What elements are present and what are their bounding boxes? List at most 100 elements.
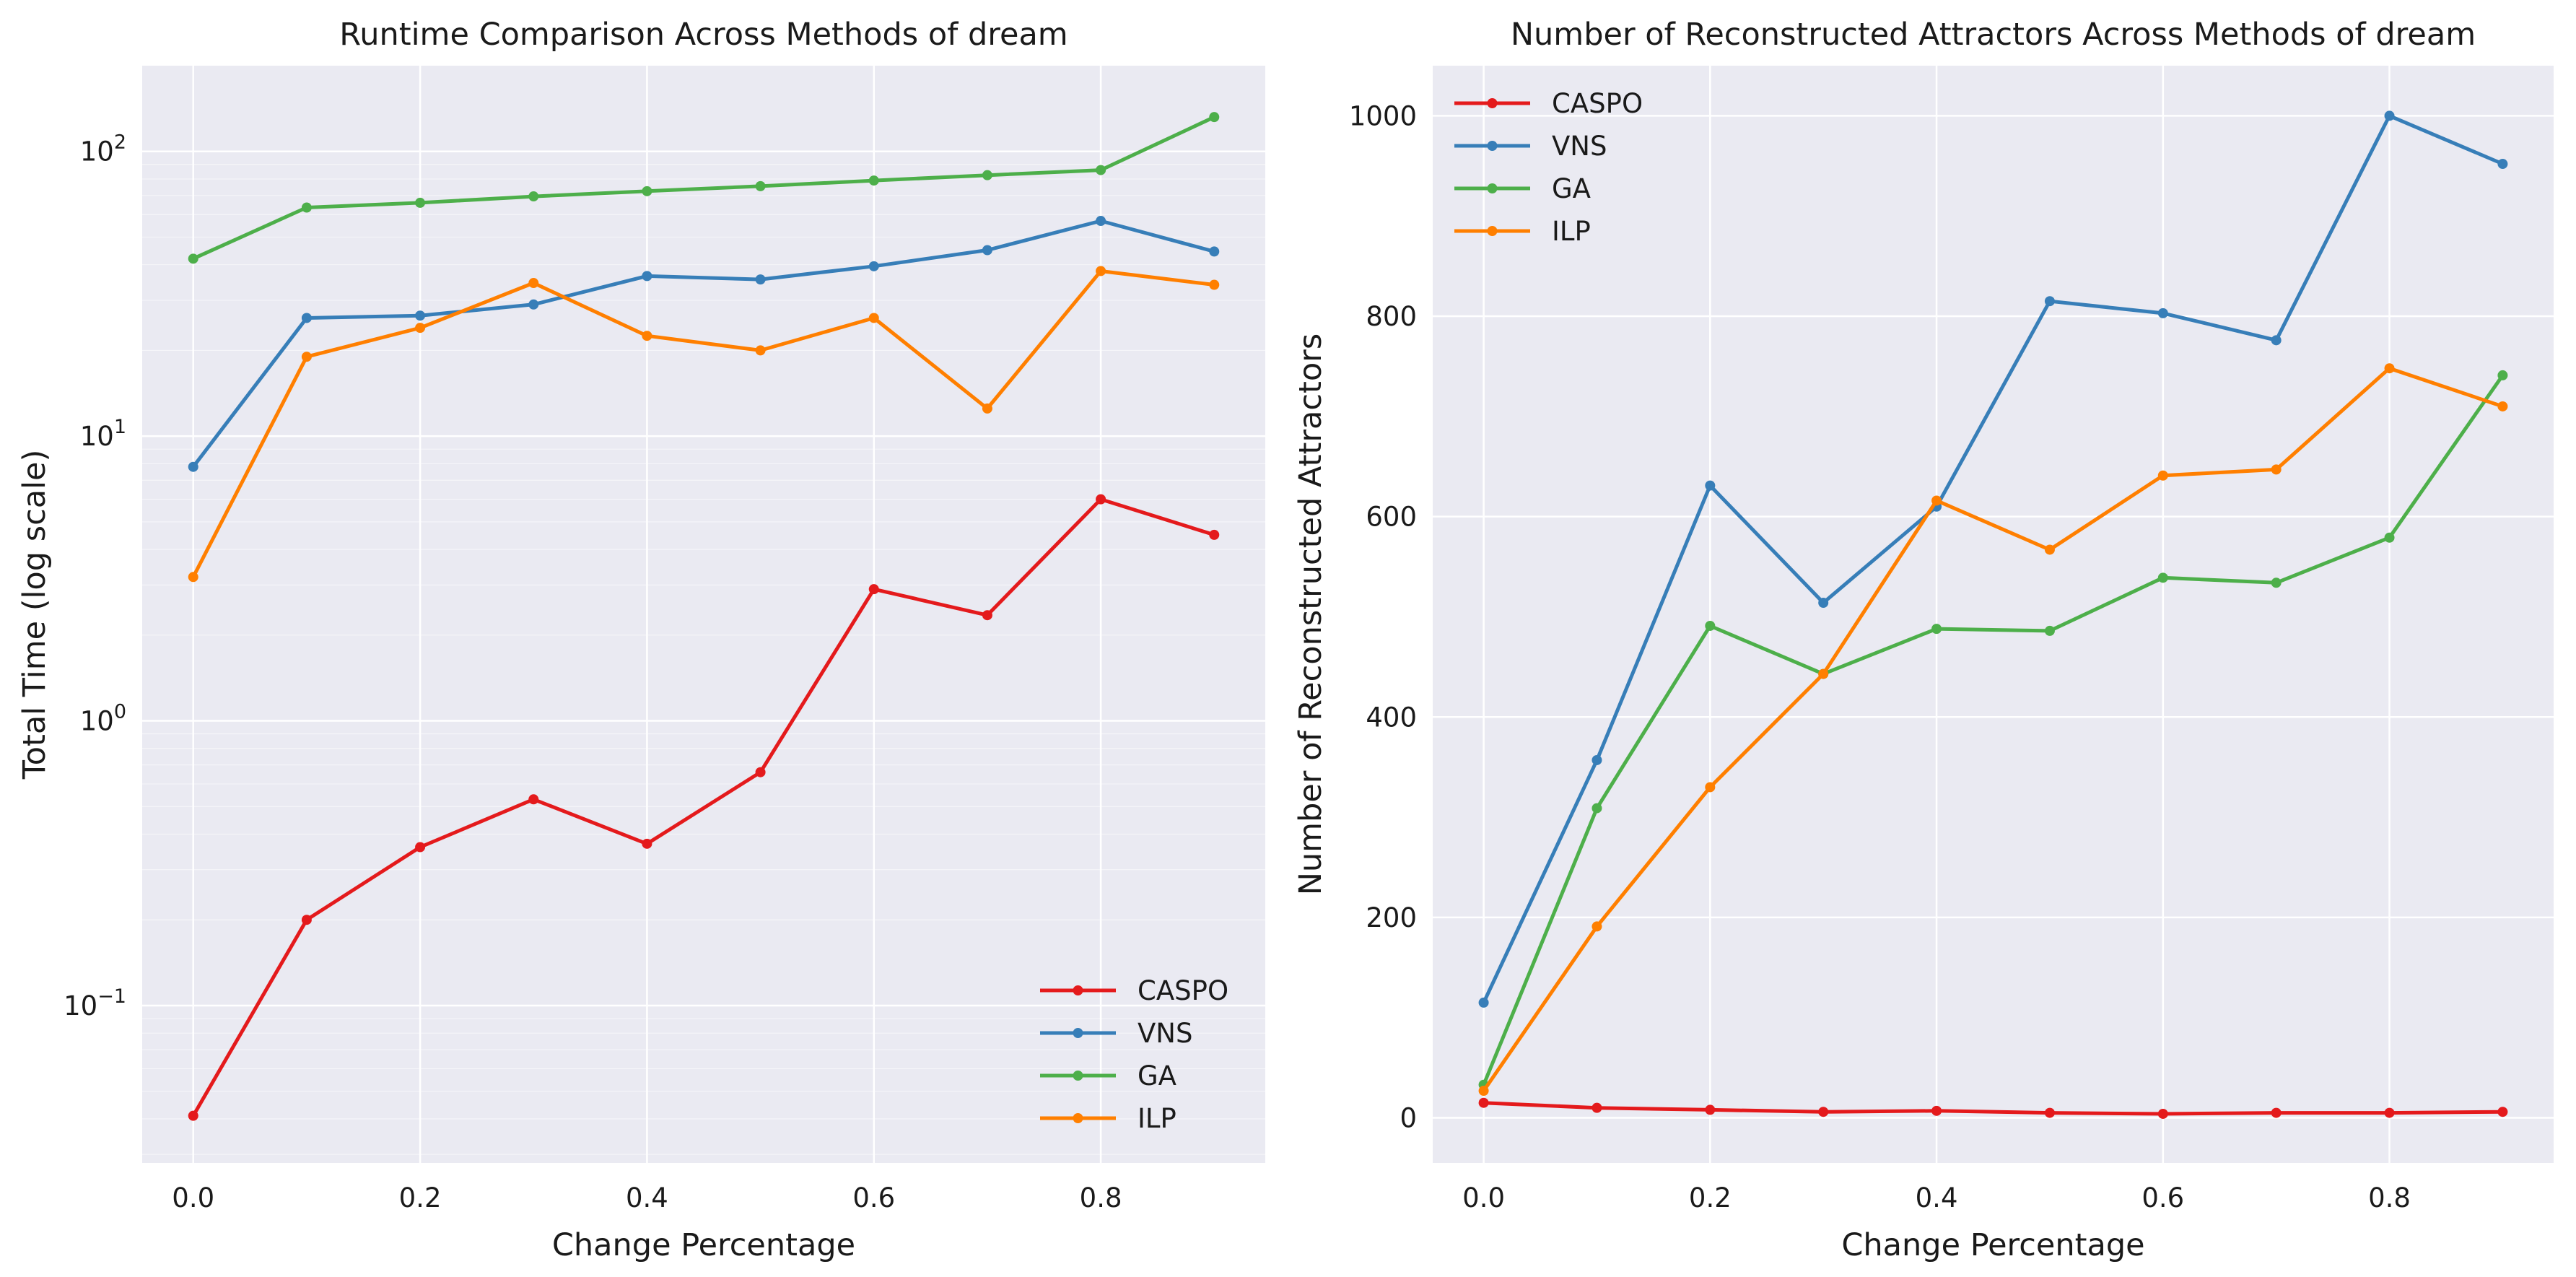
data-point-ga [415,197,426,208]
data-point-vns [301,313,312,323]
x-tick-label: 0.2 [1689,1182,1732,1213]
y-tick-label: 400 [1366,702,1417,733]
plot-area [142,66,1265,1163]
data-point-ga [868,175,879,186]
data-point-ilp [642,331,652,341]
data-point-ilp [188,572,198,583]
series-line-ilp [1482,366,2505,1093]
data-point-caspo [2497,1107,2508,1117]
data-point-ilp [1705,782,1716,793]
data-point-caspo [2044,1107,2055,1118]
data-point-ilp [2497,401,2508,411]
x-tick-label: 0.0 [1462,1182,1505,1213]
data-point-vns [2271,335,2282,346]
legend: CASPO VNS GA ILP [1454,88,1643,247]
data-point-ilp [2271,464,2282,475]
data-point-ga [982,170,992,180]
data-point-ga [1705,620,1716,631]
data-point-caspo [1931,1105,1942,1116]
x-tick-label: 0.0 [172,1182,214,1213]
legend: CASPO VNS GA ILP [1040,975,1228,1134]
data-point-caspo [1478,1097,1489,1108]
data-point-vns [1478,997,1489,1008]
y-tick-label: 10−1 [64,985,126,1021]
data-point-ga [642,186,652,196]
series-line-ga [191,115,1216,261]
legend-marker-ga [1073,1071,1083,1081]
x-axis-label: Change Percentage [552,1227,855,1263]
y-tick-label: 200 [1366,902,1417,933]
data-point-vns [528,299,539,310]
y-axis-label: Total Time (log scale) [17,450,53,780]
data-point-ilp [1478,1086,1489,1097]
series-line-vns [191,219,1216,469]
y-tick-label: 0 [1400,1103,1417,1134]
data-point-vns [1592,754,1602,765]
series-line-caspo [191,497,1216,1118]
legend-marker-vns [1487,141,1498,151]
data-point-ga [528,191,539,202]
legend-label-caspo: CASPO [1552,88,1643,119]
data-point-vns [2497,159,2508,170]
data-point-ilp [755,345,766,356]
data-point-ga [2157,572,2168,583]
data-point-vns [1818,598,1829,609]
data-point-vns [755,274,766,285]
data-point-ilp [1592,921,1602,932]
y-tick-label: 600 [1366,502,1417,533]
data-point-ga [2271,578,2282,588]
x-axis-label: Change Percentage [1841,1227,2144,1263]
data-point-ga [2044,625,2055,636]
data-point-ilp [1931,495,1942,506]
data-point-caspo [1818,1107,1829,1117]
legend-marker-ga [1487,183,1498,193]
data-point-ga [188,253,198,264]
legend-label-caspo: CASPO [1138,975,1228,1006]
chart-title: Number of Reconstructed Attractors Acros… [1511,17,2476,53]
legend-marker-ilp [1073,1113,1083,1123]
legend-label-ilp: ILP [1552,216,1591,247]
data-point-caspo [1096,494,1106,505]
data-point-caspo [415,842,426,853]
chart-attractors: 0.0 0.2 0.4 0.6 0.8 0 200 400 600 800 1000 Number o… [1293,17,2554,1263]
data-point-ilp [1209,279,1220,290]
series-line-ilp [191,269,1216,579]
x-tick-label: 0.4 [1916,1182,1958,1213]
data-point-caspo [755,767,766,777]
x-tick-label: 0.8 [2368,1182,2411,1213]
y-axis-label: Number of Reconstructed Attractors [1293,334,1329,896]
data-point-vns [1705,480,1716,491]
data-point-ga [2384,532,2395,543]
data-point-ilp [301,352,312,362]
data-point-ga [2497,370,2508,380]
legend-marker-caspo [1073,985,1083,995]
data-point-caspo [188,1110,198,1121]
data-point-caspo [1705,1104,1716,1115]
data-point-ilp [415,323,426,334]
legend-marker-caspo [1487,98,1498,108]
chart-runtime: 0.0 0.2 0.4 0.6 0.8 10−1 100 101 102 Runtime Comp… [17,17,1265,1263]
series-line-ga [1482,373,2505,1087]
data-point-caspo [528,794,539,805]
data-point-ilp [2044,544,2055,555]
series-line-vns [1482,113,2505,1005]
data-point-caspo [301,915,312,925]
data-point-vns [2157,308,2168,318]
data-point-vns [2384,110,2395,121]
plot-area [1433,66,2554,1163]
data-point-caspo [982,610,992,621]
data-point-caspo [2384,1107,2395,1118]
legend-label-vns: VNS [1552,131,1607,162]
data-point-caspo [2271,1107,2282,1118]
legend-label-ilp: ILP [1138,1103,1176,1134]
x-tick-label: 0.6 [852,1182,895,1213]
legend-marker-vns [1073,1028,1083,1038]
data-point-vns [1096,216,1106,227]
legend-marker-ilp [1487,226,1498,236]
data-point-vns [1209,246,1220,257]
chart-title: Runtime Comparison Across Methods of dre… [339,17,1067,53]
y-tick-label: 101 [80,416,126,452]
data-point-caspo [2157,1108,2168,1119]
y-tick-label: 102 [80,131,126,167]
